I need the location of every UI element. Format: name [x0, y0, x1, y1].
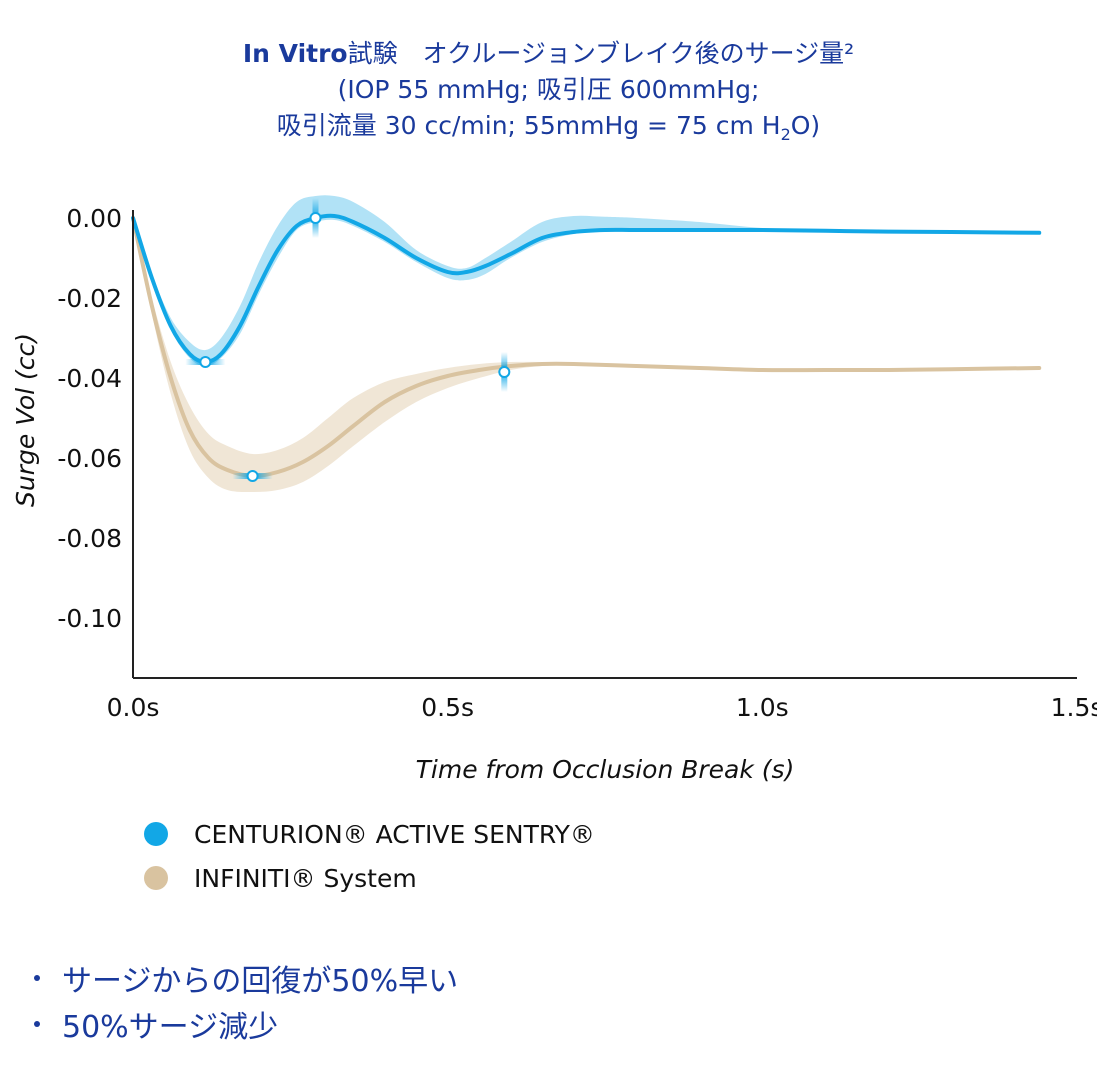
chart-title: In Vitro試験 オクルージョンブレイク後のサージ量² (IOP 55 mm…	[0, 36, 1097, 153]
title-line-3-pre: 吸引流量 30 cc/min; 55mmHg = 75 cm H	[276, 111, 781, 140]
bullet-icon	[34, 1021, 40, 1027]
legend-label-centurion: CENTURION® ACTIVE SENTRY®	[194, 819, 595, 849]
series-markers	[185, 198, 511, 482]
bullet-item: 50%サージ減少	[34, 1001, 458, 1047]
key-findings: サージからの回復が50%早い 50%サージ減少	[34, 955, 458, 1047]
legend-label-infiniti: INFINITI® System	[194, 863, 417, 893]
title-line-3-sub: 2	[780, 125, 791, 144]
bullet-text: 50%サージ減少	[62, 1010, 279, 1045]
y-axis-label: Surge Vol (cc)	[11, 333, 40, 507]
title-line-1: In Vitro試験 オクルージョンブレイク後のサージ量²	[0, 36, 1097, 72]
data-point	[309, 212, 322, 224]
y-tick-labels: 0.00 -0.02 -0.04 -0.06 -0.08 -0.10	[57, 204, 122, 633]
x-tick-label: 0.5s	[421, 693, 474, 722]
x-axis-label: Time from Occlusion Break (s)	[416, 755, 795, 784]
bullet-item: サージからの回復が50%早い	[34, 955, 458, 1001]
legend-item-infiniti: INFINITI® System	[144, 856, 595, 900]
x-tick-label: 1.0s	[736, 693, 789, 722]
data-point	[199, 356, 212, 368]
legend: CENTURION® ACTIVE SENTRY® INFINITI® Syst…	[144, 812, 595, 900]
title-bold: In Vitro	[242, 39, 348, 68]
y-tick-label: -0.10	[57, 604, 122, 633]
legend-item-centurion: CENTURION® ACTIVE SENTRY®	[144, 812, 595, 856]
title-line-3-post: O)	[790, 111, 821, 140]
title-line-2: (IOP 55 mmHg; 吸引圧 600mmHg;	[337, 75, 760, 104]
bullet-icon	[34, 975, 40, 981]
series-lines	[131, 213, 1042, 479]
data-point	[498, 366, 511, 378]
line-centurion	[131, 213, 1042, 365]
title-rest: 試験 オクルージョンブレイク後のサージ量²	[347, 39, 855, 68]
confidence-bands	[133, 195, 1040, 493]
y-tick-label: -0.06	[57, 444, 122, 473]
x-tick-label: 0.0s	[107, 693, 160, 722]
x-tick-label: 1.5s	[1051, 693, 1097, 722]
y-tick-label: 0.00	[66, 204, 122, 233]
band-centurion	[133, 195, 1040, 366]
y-tick-label: -0.02	[57, 284, 122, 313]
legend-swatch-centurion	[144, 822, 168, 846]
title-line-3: 吸引流量 30 cc/min; 55mmHg = 75 cm H2O)	[0, 108, 1097, 153]
data-point	[246, 470, 259, 482]
surge-volume-chart: 0.00 -0.02 -0.04 -0.06 -0.08 -0.10 0.0s 0.5s 1.…	[11, 195, 1097, 784]
line-infiniti	[131, 216, 1042, 479]
y-tick-label: -0.08	[57, 524, 122, 553]
y-tick-label: -0.04	[57, 364, 122, 393]
bullet-text: サージからの回復が50%早い	[62, 964, 459, 999]
x-tick-labels: 0.0s 0.5s 1.0s 1.5s	[107, 693, 1097, 722]
legend-swatch-infiniti	[144, 866, 168, 890]
